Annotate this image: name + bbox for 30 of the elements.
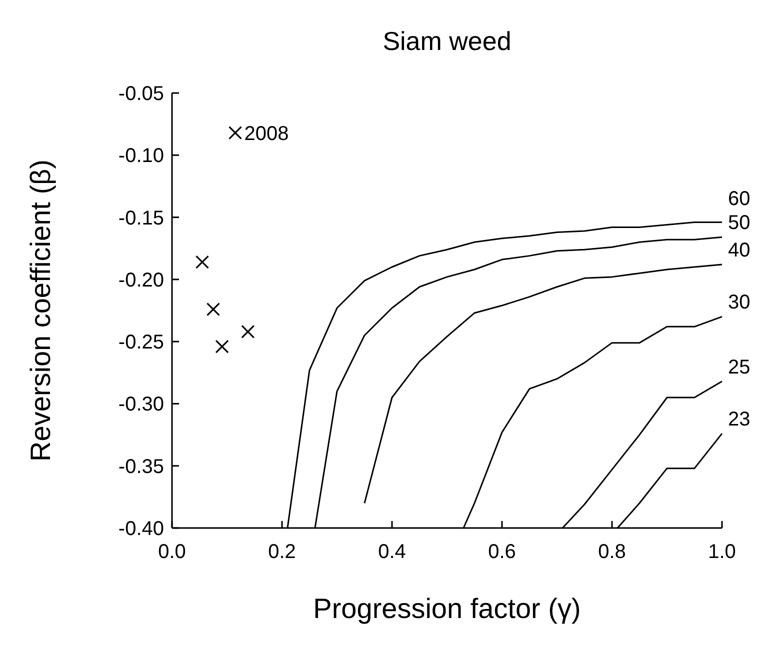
y-tick-label: -0.05 — [118, 83, 164, 105]
point — [195, 255, 210, 269]
series-label: 50 — [728, 212, 750, 234]
x-tick-label: 0.6 — [488, 541, 516, 563]
y-tick-label: -0.35 — [118, 456, 164, 478]
y-tick-label: -0.10 — [118, 145, 164, 168]
x-tick-label: 0.2 — [268, 541, 296, 563]
point — [228, 126, 242, 140]
series-label: 25 — [728, 356, 750, 378]
x-tick-label: 1.0 — [708, 541, 736, 563]
y-tick-label: -0.20 — [118, 269, 164, 292]
x-tick-label: 0.4 — [378, 541, 406, 563]
series-label: 23 — [728, 408, 750, 431]
point — [215, 340, 229, 354]
x-tick-label: 0.0 — [158, 541, 186, 563]
series-label: 40 — [728, 240, 750, 262]
y-axis-title: Reversion coefficient (β) — [25, 160, 56, 462]
x-tick-label: 0.8 — [598, 541, 626, 563]
annotation: 2008 — [244, 122, 289, 145]
series-label: 60 — [728, 188, 750, 210]
y-tick-label: -0.15 — [118, 207, 164, 230]
point — [241, 324, 255, 338]
series-label: 30 — [728, 292, 750, 314]
x-axis-title: Progression factor (γ) — [313, 593, 581, 624]
y-tick-label: -0.40 — [118, 518, 164, 540]
y-tick-label: -0.30 — [118, 394, 164, 416]
chart-title: Siam weed — [382, 26, 512, 56]
y-tick-label: -0.25 — [118, 332, 164, 354]
point — [206, 302, 220, 316]
line-series — [364, 264, 723, 504]
